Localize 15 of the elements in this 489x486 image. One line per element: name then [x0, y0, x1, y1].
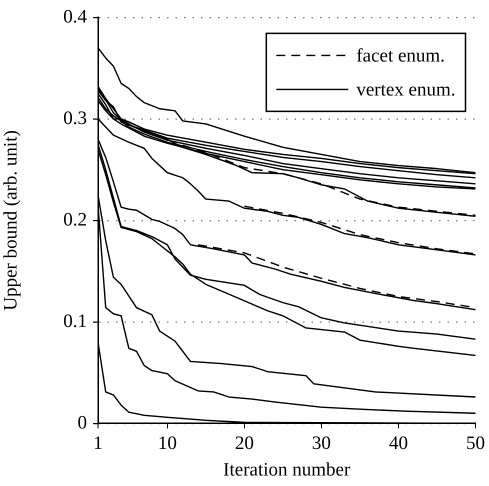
y-tick-label: 0.3	[63, 108, 87, 129]
y-tick-label: 0.2	[63, 209, 87, 230]
legend-label: vertex enum.	[356, 79, 456, 100]
y-axis-title: Upper bound (arb. unit)	[0, 130, 22, 311]
legend-label: facet enum.	[356, 45, 445, 66]
x-axis-title: Iteration number	[223, 460, 351, 481]
x-tick-label: 40	[388, 432, 408, 454]
y-tick-label: 0.4	[63, 6, 88, 28]
x-tick-label: 10	[158, 432, 177, 454]
x-tick-label: 20	[234, 432, 254, 454]
x-tick-label: 50	[466, 432, 485, 454]
x-tick-label: 30	[312, 432, 331, 454]
y-tick-label: 0.1	[63, 310, 87, 332]
y-tick-label: 0	[78, 412, 87, 434]
x-tick-label: 1	[93, 432, 103, 454]
